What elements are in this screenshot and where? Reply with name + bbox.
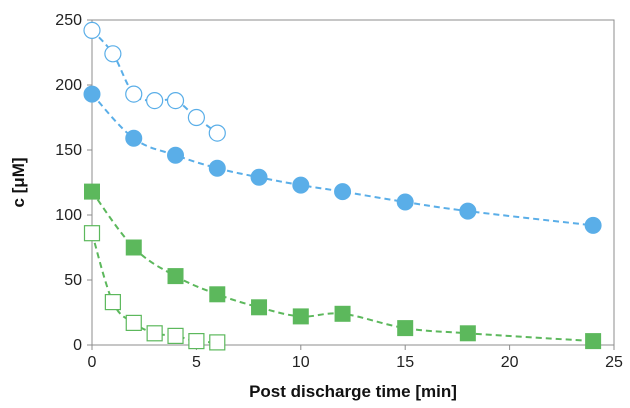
data-point (188, 333, 205, 350)
data-point (83, 85, 101, 103)
data-point (209, 334, 226, 351)
series-line (91, 191, 594, 343)
data-point (396, 193, 414, 211)
y-axis-title: c [μM] (9, 157, 28, 207)
data-point (125, 239, 142, 256)
x-tick-label: 25 (605, 354, 623, 371)
data-point (146, 325, 163, 342)
data-point (125, 314, 142, 331)
data-point (104, 294, 121, 311)
series-square-filled (84, 183, 602, 350)
series-circle-open (83, 21, 226, 142)
data-point (584, 216, 602, 234)
data-point (334, 305, 351, 322)
data-point (167, 268, 184, 285)
y-tick-label: 100 (55, 207, 82, 224)
data-point (104, 45, 122, 63)
y-tick-label: 200 (55, 77, 82, 94)
x-tick-label: 20 (501, 354, 519, 371)
data-point (83, 225, 101, 242)
data-point (146, 91, 164, 110)
plot-frame (91, 19, 615, 346)
x-tick-label: 5 (192, 354, 201, 371)
data-point (84, 183, 100, 200)
x-tick-label: 10 (292, 354, 310, 371)
series-layer (83, 21, 602, 351)
data-point (125, 85, 143, 103)
data-point (459, 202, 477, 220)
data-point (208, 124, 226, 142)
y-axis: 0 50 100 150 200 250 (55, 12, 92, 354)
series-circle-filled (83, 85, 602, 234)
x-tick-label: 15 (396, 354, 414, 371)
x-axis: 0 5 10 15 20 25 (88, 345, 623, 371)
data-point (397, 320, 414, 337)
y-tick-label: 50 (64, 272, 82, 289)
data-point (585, 333, 602, 350)
y-tick-label: 150 (55, 142, 82, 159)
series-square-open (83, 225, 226, 351)
data-point (167, 327, 184, 344)
data-point (83, 21, 101, 39)
data-point (208, 159, 226, 177)
data-point (334, 183, 352, 201)
data-point (459, 325, 476, 342)
data-point (292, 308, 309, 325)
data-point (292, 176, 310, 194)
data-point (167, 146, 185, 164)
series-line (91, 93, 594, 227)
x-tick-label: 0 (88, 354, 97, 371)
data-point (166, 91, 185, 110)
data-point (251, 299, 268, 316)
x-axis-title: Post discharge time [min] (249, 382, 457, 401)
y-tick-label: 0 (73, 337, 82, 354)
data-point (187, 108, 205, 127)
data-point (250, 168, 268, 186)
data-point (209, 286, 226, 303)
data-point (125, 129, 143, 147)
y-tick-label: 250 (55, 12, 82, 29)
